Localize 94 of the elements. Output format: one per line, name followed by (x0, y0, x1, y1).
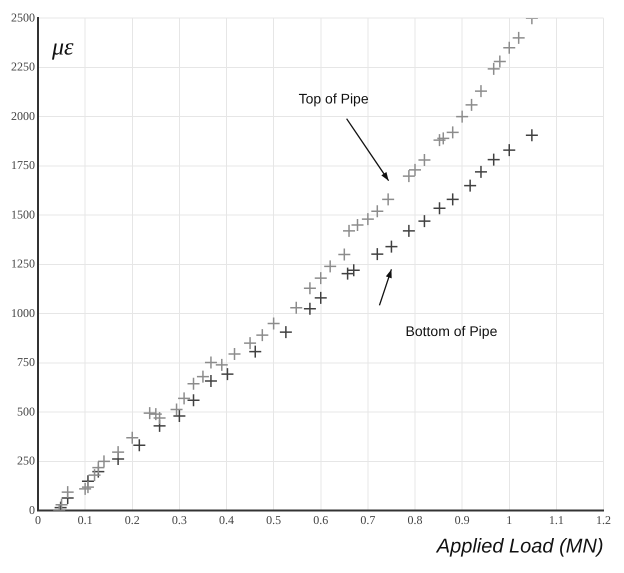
point (370, 204, 384, 218)
point (350, 218, 364, 232)
point (486, 62, 500, 76)
point (97, 454, 111, 468)
point (142, 406, 156, 420)
point (81, 480, 95, 494)
point (92, 460, 106, 474)
point (279, 325, 293, 339)
point (126, 430, 139, 444)
y-tick-label: 1250 (11, 256, 35, 271)
y-tick-label: 1000 (11, 306, 35, 320)
point (289, 300, 303, 314)
x-tick-label: 0.9 (454, 512, 470, 527)
point (170, 402, 184, 416)
point (432, 202, 446, 216)
x-tick-label: 1 (506, 512, 512, 527)
y-tick-label: 2500 (11, 10, 35, 24)
x-tick-label: 0.2 (124, 512, 140, 527)
annotation: Top of Pipe (298, 90, 369, 107)
point (266, 316, 280, 330)
point (502, 143, 516, 157)
point (408, 163, 422, 177)
point (474, 165, 488, 179)
point (493, 54, 507, 68)
point (132, 438, 146, 452)
point (256, 328, 270, 342)
point (220, 367, 234, 381)
point (215, 358, 229, 372)
point (381, 192, 395, 206)
y-tick-label: 750 (17, 355, 35, 370)
point (474, 84, 488, 98)
point (338, 248, 352, 262)
point (432, 133, 446, 147)
x-tick-label: 0.1 (78, 512, 93, 527)
x-tick-label: 1.2 (596, 512, 611, 527)
point (340, 266, 354, 280)
point (303, 302, 317, 316)
y-tick-label: 1750 (11, 158, 35, 172)
x-tick-label: 0.3 (172, 512, 187, 527)
point (228, 347, 242, 361)
point (54, 498, 68, 511)
point (152, 411, 166, 425)
x-axis-title: Applied Load (MN) (436, 536, 604, 558)
point (243, 336, 257, 350)
point (418, 153, 432, 167)
point (149, 407, 163, 421)
point (323, 260, 337, 274)
x-tick-label: 0.4 (219, 512, 234, 527)
point (314, 291, 328, 305)
point (370, 247, 384, 261)
point (402, 224, 416, 238)
x-tick-label: 0.6 (313, 512, 328, 527)
point (502, 40, 516, 54)
annotation: Bottom of Pipe (406, 323, 498, 340)
point (342, 224, 356, 238)
y-axis-title: με (51, 34, 74, 61)
point (463, 178, 477, 192)
point (186, 394, 200, 408)
point (346, 264, 360, 278)
y-tick-label: 1500 (11, 207, 35, 222)
point (455, 110, 469, 124)
point (177, 392, 191, 406)
point (88, 468, 102, 482)
point (172, 409, 186, 423)
point (186, 377, 200, 391)
point (384, 240, 398, 254)
point (204, 374, 218, 388)
point (78, 482, 92, 496)
point (361, 212, 375, 226)
y-tick-label: 0 (29, 502, 35, 517)
point (314, 271, 328, 285)
x-tick-label: 1.1 (548, 512, 564, 527)
point (204, 356, 218, 370)
point (512, 31, 526, 45)
point (196, 370, 210, 384)
y-tick-label: 2000 (11, 108, 35, 123)
point (60, 485, 74, 499)
x-tick-label: 0.7 (360, 512, 376, 527)
x-tick-label: 0.8 (408, 512, 422, 527)
point (418, 214, 432, 228)
point (446, 192, 460, 206)
point (464, 98, 478, 112)
point (402, 169, 416, 183)
point (303, 281, 317, 295)
point (525, 128, 539, 142)
y-tick-label: 250 (17, 454, 35, 468)
point (446, 126, 460, 140)
point (436, 132, 450, 146)
y-tick-label: 2250 (11, 60, 35, 74)
y-tick-label: 500 (17, 404, 35, 418)
point (111, 445, 125, 459)
point (248, 344, 262, 358)
x-tick-label: 0.5 (266, 512, 282, 527)
point (486, 152, 500, 166)
